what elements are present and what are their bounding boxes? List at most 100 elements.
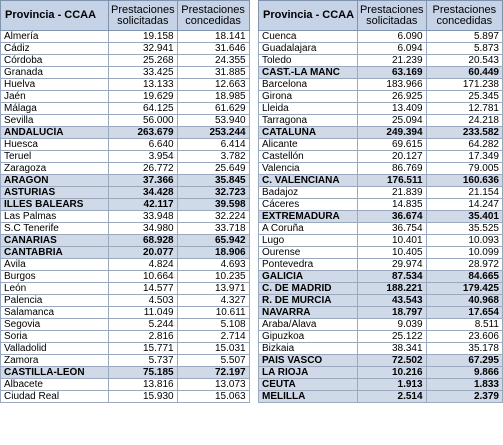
region-total-row: ARAGÓN 37.366 35.845 [0, 174, 250, 187]
granted-cell: 8.511 [425, 318, 503, 331]
granted-cell: 72.197 [176, 366, 250, 379]
requested-cell: 183.966 [356, 78, 427, 91]
requested-header: Prestaciones solicitadas [356, 0, 427, 31]
province-cell: Toledo [258, 54, 358, 67]
province-cell: Cáceres [258, 198, 358, 211]
province-cell: A Coruña [258, 222, 358, 235]
granted-cell: 15.063 [176, 390, 250, 403]
granted-cell: 2.379 [425, 390, 503, 403]
table-row: Lugo 10.401 10.093 [258, 234, 503, 247]
table-row: Salamanca 11.049 10.611 [0, 306, 250, 319]
header-row: Provincia - CCAA Prestaciones solicitada… [258, 0, 503, 31]
province-cell: Ourense [258, 246, 358, 259]
granted-cell: 25.345 [425, 90, 503, 103]
granted-cell: 10.093 [425, 234, 503, 247]
province-cell: Soria [0, 330, 109, 343]
granted-cell: 60.449 [425, 66, 503, 79]
requested-cell: 249.394 [356, 126, 427, 139]
region-total-row: ASTURIAS 34.428 32.723 [0, 186, 250, 199]
requested-cell: 29.974 [356, 258, 427, 271]
table-row: Valencia 86.769 79.005 [258, 162, 503, 175]
granted-cell: 79.005 [425, 162, 503, 175]
granted-cell: 13.073 [176, 378, 250, 391]
province-cell: R. DE MURCIA [258, 294, 358, 307]
granted-cell: 18.906 [176, 246, 250, 259]
region-total-row: CASTILLA-LEÓN 75.185 72.197 [0, 366, 250, 379]
requested-cell: 10.216 [356, 366, 427, 379]
left-table: Provincia - CCAA Prestaciones solicitada… [0, 0, 250, 403]
province-cell: Pontevedra [258, 258, 358, 271]
table-row: Badajoz 21.839 21.154 [258, 186, 503, 199]
province-cell: Barcelona [258, 78, 358, 91]
province-cell: C. VALENCIANA [258, 174, 358, 187]
table-row: Valladolid 15.771 15.031 [0, 342, 250, 355]
requested-cell: 9.039 [356, 318, 427, 331]
region-total-row: C. DE MADRID 188.221 179.425 [258, 282, 503, 295]
table-row: Ávila 4.824 4.693 [0, 258, 250, 271]
table-row: Ciudad Real 15.930 15.063 [0, 390, 250, 403]
province-cell: MELILLA [258, 390, 358, 403]
table-row: S.C Tenerife 34.980 33.718 [0, 222, 250, 235]
granted-cell: 35.178 [425, 342, 503, 355]
region-total-row: CATALUÑA 249.394 233.582 [258, 126, 503, 139]
requested-cell: 86.769 [356, 162, 427, 175]
table-row: Almería 19.158 18.141 [0, 30, 250, 43]
province-cell: CANTABRIA [0, 246, 109, 259]
requested-cell: 87.534 [356, 270, 427, 283]
granted-cell: 1.833 [425, 378, 503, 391]
requested-cell: 34.428 [108, 186, 178, 199]
granted-cell: 5.507 [176, 354, 250, 367]
province-cell: CASTILLA-LEÓN [0, 366, 109, 379]
table-row: Alicante 69.615 64.282 [258, 138, 503, 151]
granted-cell: 24.218 [425, 114, 503, 127]
province-cell: GALICIA [258, 270, 358, 283]
table-row: Palencia 4.503 4.327 [0, 294, 250, 307]
province-cell: Castellón [258, 150, 358, 163]
granted-cell: 65.942 [176, 234, 250, 247]
table-row: Lleida 13.409 12.781 [258, 102, 503, 115]
province-cell: Teruel [0, 150, 109, 163]
granted-cell: 12.663 [176, 78, 250, 91]
province-cell: ASTURIAS [0, 186, 109, 199]
province-cell: Ciudad Real [0, 390, 109, 403]
granted-cell: 35.845 [176, 174, 250, 187]
requested-cell: 6.094 [356, 42, 427, 55]
requested-cell: 10.401 [356, 234, 427, 247]
province-cell: Alicante [258, 138, 358, 151]
table-row: Las Palmas 33.948 32.224 [0, 210, 250, 223]
requested-cell: 25.094 [356, 114, 427, 127]
table-row: Zamora 5.737 5.507 [0, 354, 250, 367]
table-row: Teruel 3.954 3.782 [0, 150, 250, 163]
requested-cell: 19.629 [108, 90, 178, 103]
granted-cell: 35.525 [425, 222, 503, 235]
table-row: Cuenca 6.090 5.897 [258, 30, 503, 43]
granted-cell: 31.885 [176, 66, 250, 79]
region-total-row: C. VALENCIANA 176.511 160.636 [258, 174, 503, 187]
table-row: Araba/Álava 9.039 8.511 [258, 318, 503, 331]
province-header: Provincia - CCAA [0, 0, 109, 31]
requested-cell: 26.772 [108, 162, 178, 175]
table-row: Tarragona 25.094 24.218 [258, 114, 503, 127]
province-cell: Gipuzkoa [258, 330, 358, 343]
province-cell: Valladolid [0, 342, 109, 355]
region-total-row: PAÍS VASCO 72.502 67.295 [258, 354, 503, 367]
requested-cell: 56.000 [108, 114, 178, 127]
province-cell: ANDALUCÍA [0, 126, 109, 139]
granted-cell: 53.940 [176, 114, 250, 127]
header-row: Provincia - CCAA Prestaciones solicitada… [0, 0, 250, 31]
granted-cell: 40.968 [425, 294, 503, 307]
requested-cell: 63.169 [356, 66, 427, 79]
province-cell: Guadalajara [258, 42, 358, 55]
requested-cell: 20.077 [108, 246, 178, 259]
requested-cell: 42.117 [108, 198, 178, 211]
granted-header: Prestaciones concedidas [176, 0, 250, 31]
table-row: Gipuzkoa 25.122 23.606 [258, 330, 503, 343]
province-cell: ILLES BALEARS [0, 198, 109, 211]
province-cell: Albacete [0, 378, 109, 391]
province-cell: PAÍS VASCO [258, 354, 358, 367]
table-row: Huesca 6.640 6.414 [0, 138, 250, 151]
requested-cell: 5.737 [108, 354, 178, 367]
requested-header: Prestaciones solicitadas [108, 0, 178, 31]
province-cell: Cádiz [0, 42, 109, 55]
granted-cell: 35.401 [425, 210, 503, 223]
